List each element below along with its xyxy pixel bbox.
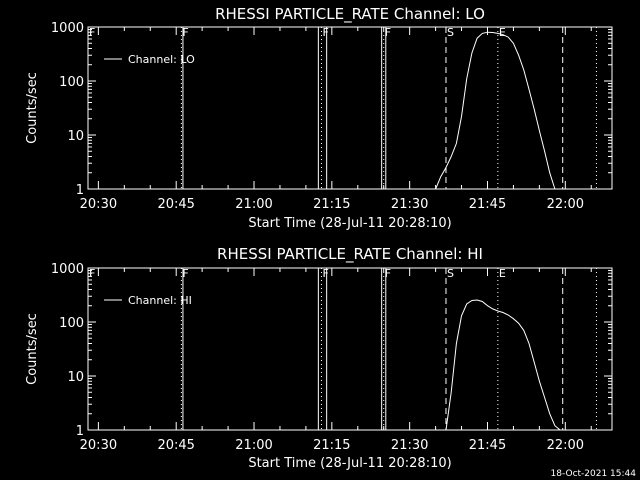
chart1-y-tick-label: 1000 [51,262,84,277]
chart0-event-marker-label: F [322,26,328,39]
chart1-event-marker-label: F [385,267,391,280]
chart0-event-marker-label: F [385,26,391,39]
chart1-x-tick-label: 21:00 [235,438,272,453]
chart1-event-marker-label: S [447,267,454,280]
chart0-y-tick-label: 1 [76,183,84,198]
chart0-y-axis-label: Counts/sec [25,72,40,144]
chart1-frame [87,267,613,431]
chart1-x-tick-label: 20:45 [157,438,194,453]
chart1-x-tick-label: 21:15 [313,438,350,453]
hi-channel-panel: RHESSI PARTICLE_RATE Channel: HI Start Ti… [25,245,613,471]
chart0-title: RHESSI PARTICLE_RATE Channel: LO [215,5,485,24]
lo-channel-panel: RHESSI PARTICLE_RATE Channel: LO Start Ti… [25,5,613,231]
chart1-series-line [445,299,561,431]
chart0-y-tick-label: 10 [67,129,84,144]
chart0-x-axis-label: Start Time (28-Jul-11 20:28:10) [248,216,451,231]
chart1-event-marker-label: F [182,267,188,280]
chart0-series-line [435,31,556,190]
chart1-x-tick-label: 21:30 [391,438,428,453]
chart0-legend-label: Channel: LO [128,53,195,66]
chart1-x-tick-label: 21:45 [469,438,506,453]
chart1-event-marker-label: E [499,267,506,280]
chart0-y-tick-label: 1000 [51,21,84,36]
chart0-event-marker-label: S [447,26,454,39]
generated-timestamp: 18-Oct-2021 15:44 [551,469,637,479]
chart0-x-tick-label: 21:45 [469,197,506,212]
chart1-event-marker-label: F [322,267,328,280]
chart0-event-marker-label: F [182,26,188,39]
chart0-x-tick-label: 21:30 [391,197,428,212]
chart0-x-tick-label: 21:15 [313,197,350,212]
chart0-x-tick-label: 20:45 [157,197,194,212]
chart1-x-axis-label: Start Time (28-Jul-11 20:28:10) [248,456,451,471]
chart1-y-axis-label: Counts/sec [25,313,40,385]
chart0-y-tick-label: 100 [59,75,84,90]
chart0-x-tick-label: 21:00 [235,197,272,212]
chart1-event-marker-label: F [89,267,95,280]
chart1-x-tick-label: 20:30 [80,438,117,453]
chart1-y-tick-label: 1 [76,424,84,439]
chart0-x-tick-label: 22:00 [547,197,584,212]
chart1-y-tick-label: 10 [67,370,84,385]
chart1-x-tick-label: 22:00 [547,438,584,453]
chart0-event-marker-label: F [89,26,95,39]
chart1-legend-label: Channel: HI [128,294,192,307]
chart0-x-tick-label: 20:30 [80,197,117,212]
chart0-event-marker-label: E [499,26,506,39]
chart1-y-tick-label: 100 [59,316,84,331]
chart1-title: RHESSI PARTICLE_RATE Channel: HI [217,245,483,264]
